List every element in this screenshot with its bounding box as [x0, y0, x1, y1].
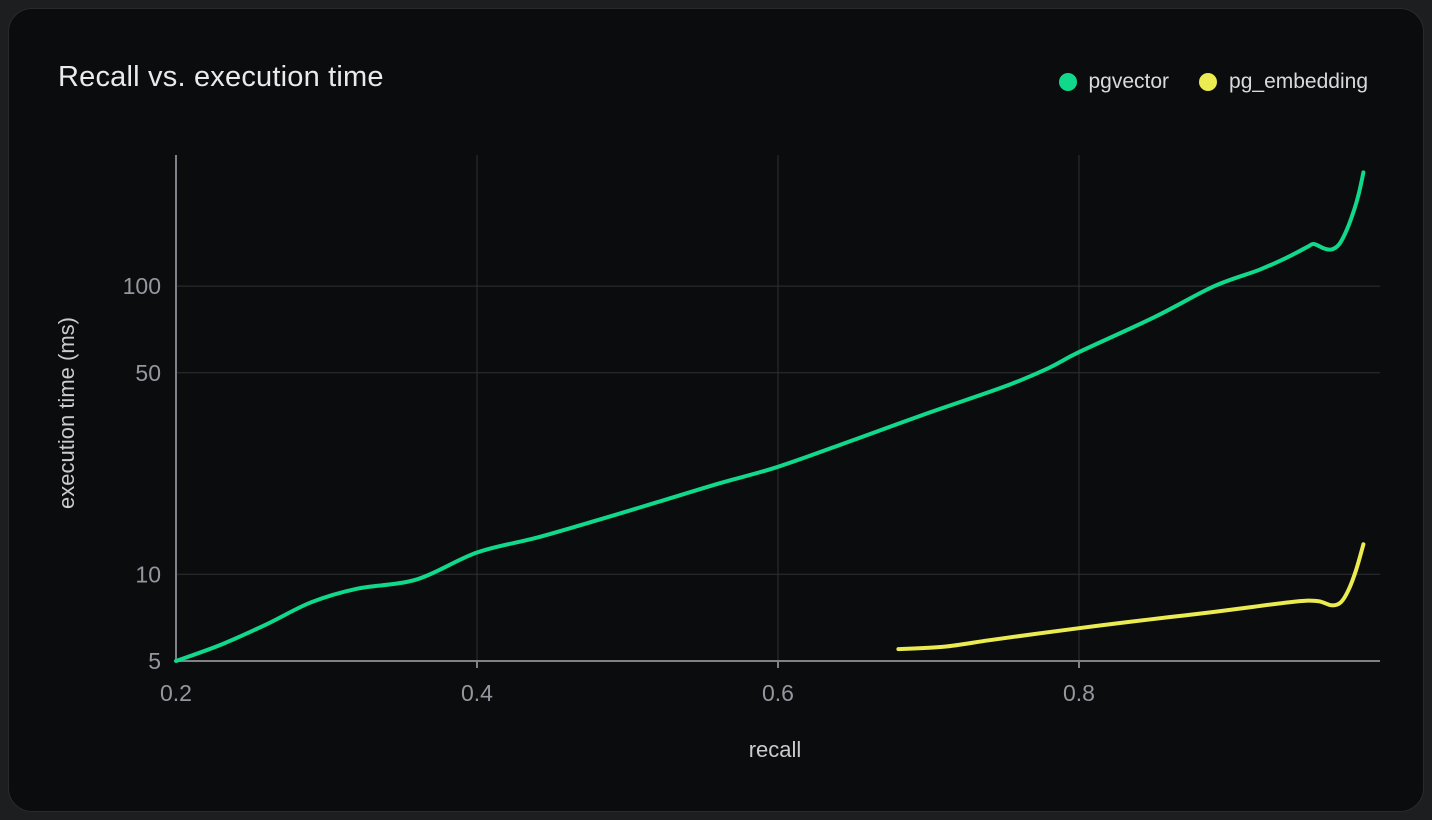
chart-card: [8, 8, 1424, 812]
legend-item-pg-embedding[interactable]: pg_embedding: [1199, 70, 1368, 94]
x-tick-label: 0.8: [1063, 680, 1095, 706]
y-tick-label: 100: [123, 273, 161, 299]
series-line-pgvector: [174, 170, 1366, 663]
y-tick-label: 50: [135, 360, 161, 386]
x-axis-title: recall: [749, 737, 802, 762]
pgvector-series-dot-icon: [1058, 73, 1077, 91]
legend-item-pgvector[interactable]: pgvector: [1058, 70, 1170, 94]
series-line-pg_embedding: [896, 542, 1366, 652]
y-tick-label: 10: [135, 561, 161, 587]
series-layer: [174, 170, 1366, 663]
pg-embedding-series-dot-icon: [1199, 73, 1218, 91]
y-axis-title: execution time (ms): [54, 317, 79, 509]
y-tick-label: 5: [148, 648, 161, 674]
x-tick-label: 0.4: [461, 680, 493, 706]
legend-label-pg-embedding: pg_embedding: [1229, 70, 1368, 93]
chart-title: Recall vs. execution time: [58, 61, 384, 93]
legend-label-pgvector: pgvector: [1088, 70, 1170, 93]
tick-layer: 0.2 0.4 0.6 0.8 5 10 50 100: [123, 273, 1095, 706]
chart-legend: pgvector pg_embedding: [1058, 70, 1368, 94]
grid-layer: [176, 155, 1380, 661]
x-tick-label: 0.6: [762, 680, 794, 706]
x-tick-label: 0.2: [160, 680, 192, 706]
